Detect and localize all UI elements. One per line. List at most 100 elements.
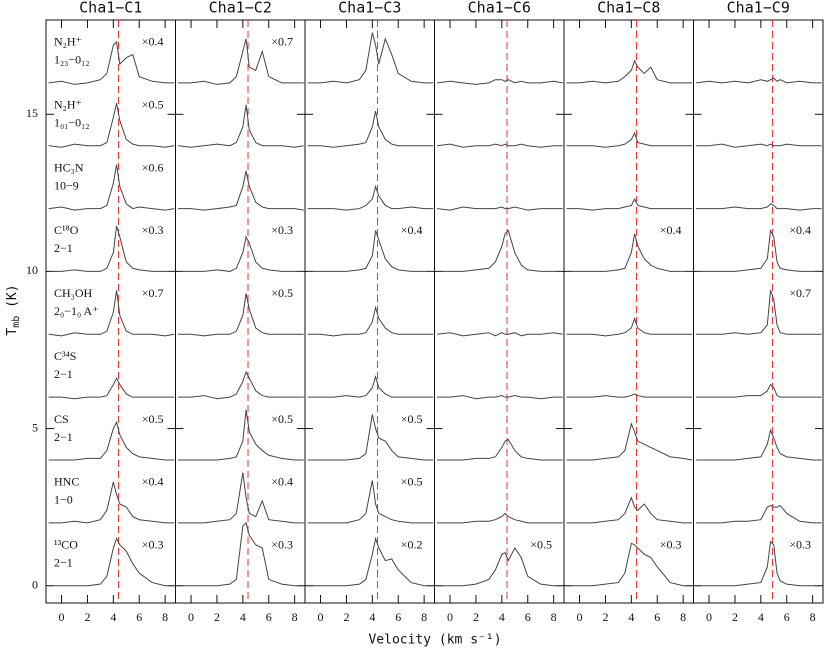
species-label: 2−1	[54, 241, 73, 255]
x-tick-label: 0	[318, 610, 324, 624]
y-axis-label: Tmb (K)	[5, 284, 23, 335]
scale-label: ×0.7	[142, 286, 164, 300]
x-tick-label: 4	[369, 610, 375, 624]
x-tick-label: 8	[292, 610, 298, 624]
spectrum	[48, 225, 175, 272]
spectrum	[178, 235, 304, 272]
x-tick-label: 8	[810, 610, 816, 624]
scale-label: ×0.7	[271, 35, 293, 49]
species-label: 10−9	[54, 178, 79, 192]
scale-label: ×0.4	[401, 223, 423, 237]
spectrum	[307, 305, 434, 337]
spectrum	[178, 170, 304, 211]
spectrum	[566, 317, 693, 337]
panel-title: Cha1−C6	[468, 0, 531, 17]
scale-label: ×0.2	[401, 537, 423, 551]
species-label: 1₂₃−0₁₂	[54, 53, 90, 67]
y-tick-label: 15	[26, 106, 38, 120]
panel-title: Cha1−C3	[338, 0, 401, 17]
species-label: 2−1	[54, 367, 73, 381]
spectrum	[437, 206, 563, 211]
x-tick-label: 4	[499, 610, 505, 624]
x-tick-label: 6	[266, 610, 272, 624]
spectrum	[437, 229, 563, 272]
species-label: ¹³CO	[54, 537, 78, 551]
spectrum	[437, 79, 563, 85]
x-tick-label: 2	[473, 610, 479, 624]
species-label: CH₃OH	[54, 286, 93, 300]
spectrum	[178, 370, 304, 400]
y-label-sub: mb	[11, 316, 22, 328]
spectrum	[696, 77, 822, 84]
scale-label: ×0.3	[271, 537, 293, 551]
spectrum	[307, 374, 434, 398]
spectrum	[178, 38, 304, 85]
x-tick-label: 0	[447, 610, 453, 624]
x-tick-label: 0	[188, 610, 194, 624]
scale-label: ×0.4	[789, 223, 811, 237]
panel-title: Cha1−C1	[79, 0, 142, 17]
spectrum	[696, 540, 822, 587]
spectrum	[307, 111, 434, 148]
spectrum	[696, 143, 822, 148]
spectrum	[307, 536, 434, 587]
spectrum	[48, 290, 175, 337]
spectrum	[307, 414, 434, 461]
x-tick-label: 0	[706, 610, 712, 624]
species-label: 2−1	[54, 555, 73, 569]
x-tick-label: 6	[525, 610, 531, 624]
spectrum	[437, 143, 563, 148]
y-label-main: T	[5, 328, 20, 336]
x-tick-label: 4	[628, 610, 634, 624]
spectrum	[178, 521, 304, 587]
scale-label: ×0.5	[401, 412, 423, 426]
x-tick-label: 2	[84, 610, 90, 624]
x-tick-label: 6	[395, 610, 401, 624]
species-label: N₂H⁺	[54, 35, 82, 49]
species-label: HC₃N	[54, 160, 84, 174]
spectrum	[178, 409, 304, 461]
spectrum	[696, 203, 822, 211]
scale-label: ×0.5	[401, 475, 423, 489]
spectrum	[48, 481, 175, 524]
species-label: N₂H⁺	[54, 97, 82, 111]
spectrum	[696, 228, 822, 272]
spectrum	[178, 293, 304, 337]
spectrum	[437, 512, 563, 524]
species-label: C¹⁸O	[54, 223, 79, 237]
scale-label: ×0.5	[271, 286, 293, 300]
y-tick-label: 0	[32, 577, 38, 591]
species-label: 2₀−1₀ A⁺	[54, 304, 98, 318]
panel-frame	[434, 19, 565, 604]
spectrum	[48, 377, 175, 400]
panel-title: Cha1−C2	[209, 0, 272, 17]
x-tick-label: 0	[59, 610, 65, 624]
species-label: 1−0	[54, 493, 73, 507]
x-tick-label: 8	[162, 610, 168, 624]
panel-frame	[304, 19, 435, 604]
spectrum	[566, 131, 693, 148]
x-tick-label: 6	[136, 610, 142, 624]
x-tick-label: 4	[758, 610, 764, 624]
spectrum	[48, 537, 175, 587]
spectrum	[696, 504, 822, 524]
scale-label: ×0.3	[789, 537, 811, 551]
panel-frame	[175, 19, 306, 604]
species-label: HNC	[54, 475, 79, 489]
spectrum	[566, 233, 693, 272]
x-tick-label: 6	[784, 610, 790, 624]
scale-label: ×0.4	[660, 223, 682, 237]
spectrum	[696, 290, 822, 335]
spectrum	[307, 184, 434, 211]
x-tick-label: 8	[551, 610, 557, 624]
x-tick-label: 0	[577, 610, 583, 624]
x-tick-label: 2	[732, 610, 738, 624]
scale-label: ×0.3	[271, 223, 293, 237]
spectrum	[48, 164, 175, 211]
scale-label: ×0.7	[789, 286, 811, 300]
y-tick-label: 5	[32, 420, 38, 434]
y-tick-label: 10	[26, 263, 38, 277]
x-tick-label: 4	[110, 610, 116, 624]
spectrum	[566, 542, 693, 587]
